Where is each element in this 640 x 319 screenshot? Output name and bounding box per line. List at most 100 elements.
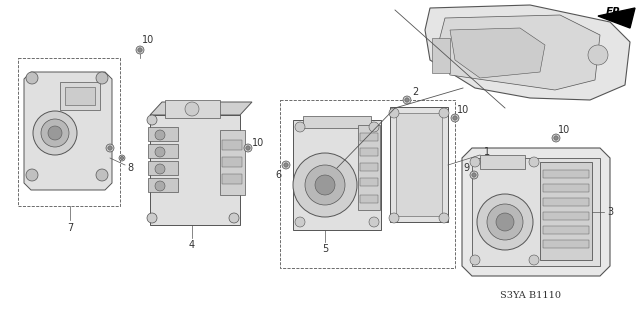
Bar [222,157,242,167]
Circle shape [246,146,250,150]
Bar [543,226,589,234]
Text: FR.: FR. [606,7,625,17]
Bar [360,163,378,171]
Circle shape [554,136,558,140]
Bar [150,115,240,225]
Text: 10: 10 [252,138,264,148]
Bar [360,178,378,186]
Circle shape [155,147,165,157]
Circle shape [26,72,38,84]
Circle shape [439,108,449,118]
Bar [543,184,589,192]
Bar [358,125,380,210]
Circle shape [96,169,108,181]
Text: 3: 3 [607,207,613,217]
Bar [148,127,178,141]
Circle shape [119,155,125,161]
Circle shape [96,72,108,84]
Circle shape [451,114,459,122]
Bar [60,82,100,110]
Bar [165,100,220,118]
Bar [148,144,178,158]
Text: 6: 6 [275,170,281,180]
Circle shape [147,213,157,223]
Polygon shape [450,28,545,78]
Circle shape [48,126,62,140]
Text: 5: 5 [322,244,328,254]
Bar [303,116,371,128]
Text: 10: 10 [457,105,469,115]
Polygon shape [438,15,600,90]
Text: 2: 2 [412,87,418,97]
Circle shape [405,98,409,102]
Circle shape [138,48,142,52]
Circle shape [185,102,199,116]
Circle shape [487,204,523,240]
Circle shape [439,213,449,223]
Circle shape [284,163,288,167]
Circle shape [155,164,165,174]
Bar [65,87,95,105]
Circle shape [295,122,305,132]
Circle shape [470,157,480,167]
Bar [543,170,589,178]
Text: 7: 7 [67,223,73,233]
Circle shape [244,144,252,152]
Polygon shape [150,102,252,115]
Circle shape [108,146,112,150]
Circle shape [389,213,399,223]
Polygon shape [598,8,635,28]
Bar [360,148,378,156]
Circle shape [282,161,290,169]
Bar [293,120,381,230]
Circle shape [147,115,157,125]
Polygon shape [462,148,610,276]
Bar [396,113,442,216]
Circle shape [41,119,69,147]
Circle shape [369,122,379,132]
Bar [360,133,378,141]
Circle shape [155,181,165,191]
Circle shape [529,157,539,167]
Bar [360,195,378,203]
Circle shape [26,169,38,181]
Circle shape [588,45,608,65]
Bar [220,130,245,195]
Bar [540,162,592,260]
Bar [472,158,600,266]
Bar [543,240,589,248]
Circle shape [295,217,305,227]
Text: 9: 9 [463,163,469,173]
Bar [390,107,448,222]
Text: 10: 10 [142,35,154,45]
Circle shape [552,134,560,142]
Circle shape [155,130,165,140]
Circle shape [106,144,114,152]
Circle shape [33,111,77,155]
Circle shape [529,255,539,265]
Circle shape [470,255,480,265]
Circle shape [120,157,124,160]
Text: 1: 1 [484,147,490,157]
Circle shape [293,153,357,217]
Bar [543,212,589,220]
Bar [543,198,589,206]
Bar [148,178,178,192]
Circle shape [496,213,514,231]
Bar [280,100,455,268]
Text: 10: 10 [558,125,570,135]
Circle shape [453,116,457,120]
Text: S3YA B1110: S3YA B1110 [499,291,561,300]
Bar [148,161,178,175]
Bar [18,58,120,206]
Bar [222,174,242,184]
Circle shape [369,217,379,227]
Bar [222,140,242,150]
Circle shape [477,194,533,250]
Text: 8: 8 [127,163,133,173]
Bar [432,38,450,73]
Circle shape [315,175,335,195]
Polygon shape [425,5,630,100]
Circle shape [136,46,144,54]
Circle shape [470,171,478,179]
